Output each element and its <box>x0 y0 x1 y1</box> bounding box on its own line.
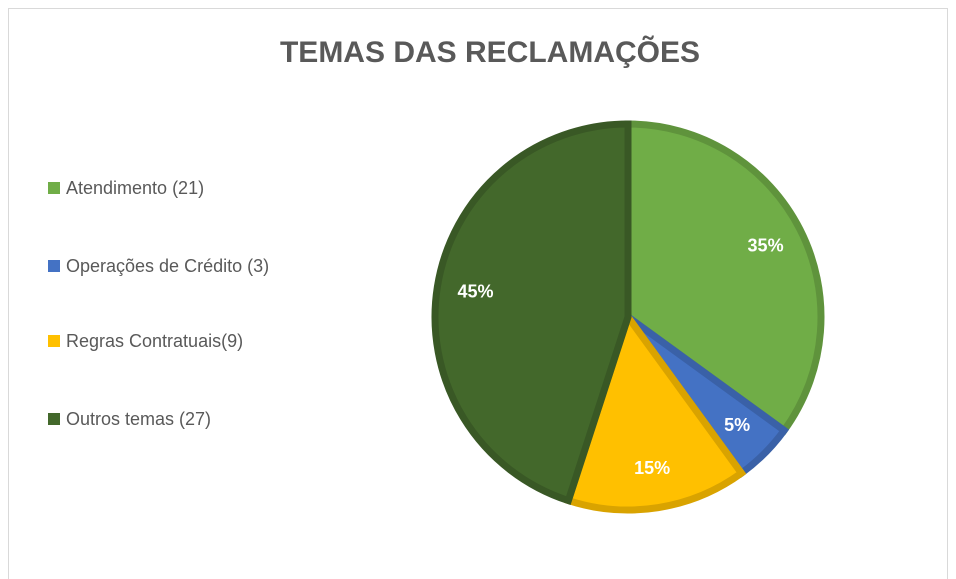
data-label: 45% <box>457 282 493 302</box>
data-label: 5% <box>724 415 750 435</box>
legend-label: Atendimento (21) <box>66 178 204 198</box>
legend-swatch <box>48 182 60 194</box>
data-label: 15% <box>634 458 670 478</box>
pie-slice <box>563 309 747 514</box>
legend-swatch <box>48 260 60 272</box>
legend-label: Regras Contratuais(9) <box>66 331 243 351</box>
chart-title: TEMAS DAS RECLAMAÇÕES <box>280 35 700 69</box>
pie-slice <box>431 120 632 505</box>
pie-slice <box>624 120 825 436</box>
data-label: 35% <box>748 236 784 256</box>
legend-label: Outros temas (27) <box>66 409 211 429</box>
legend-label: Operações de Crédito (3) <box>66 256 269 276</box>
legend-swatch <box>48 413 60 425</box>
legend-swatch <box>48 335 60 347</box>
